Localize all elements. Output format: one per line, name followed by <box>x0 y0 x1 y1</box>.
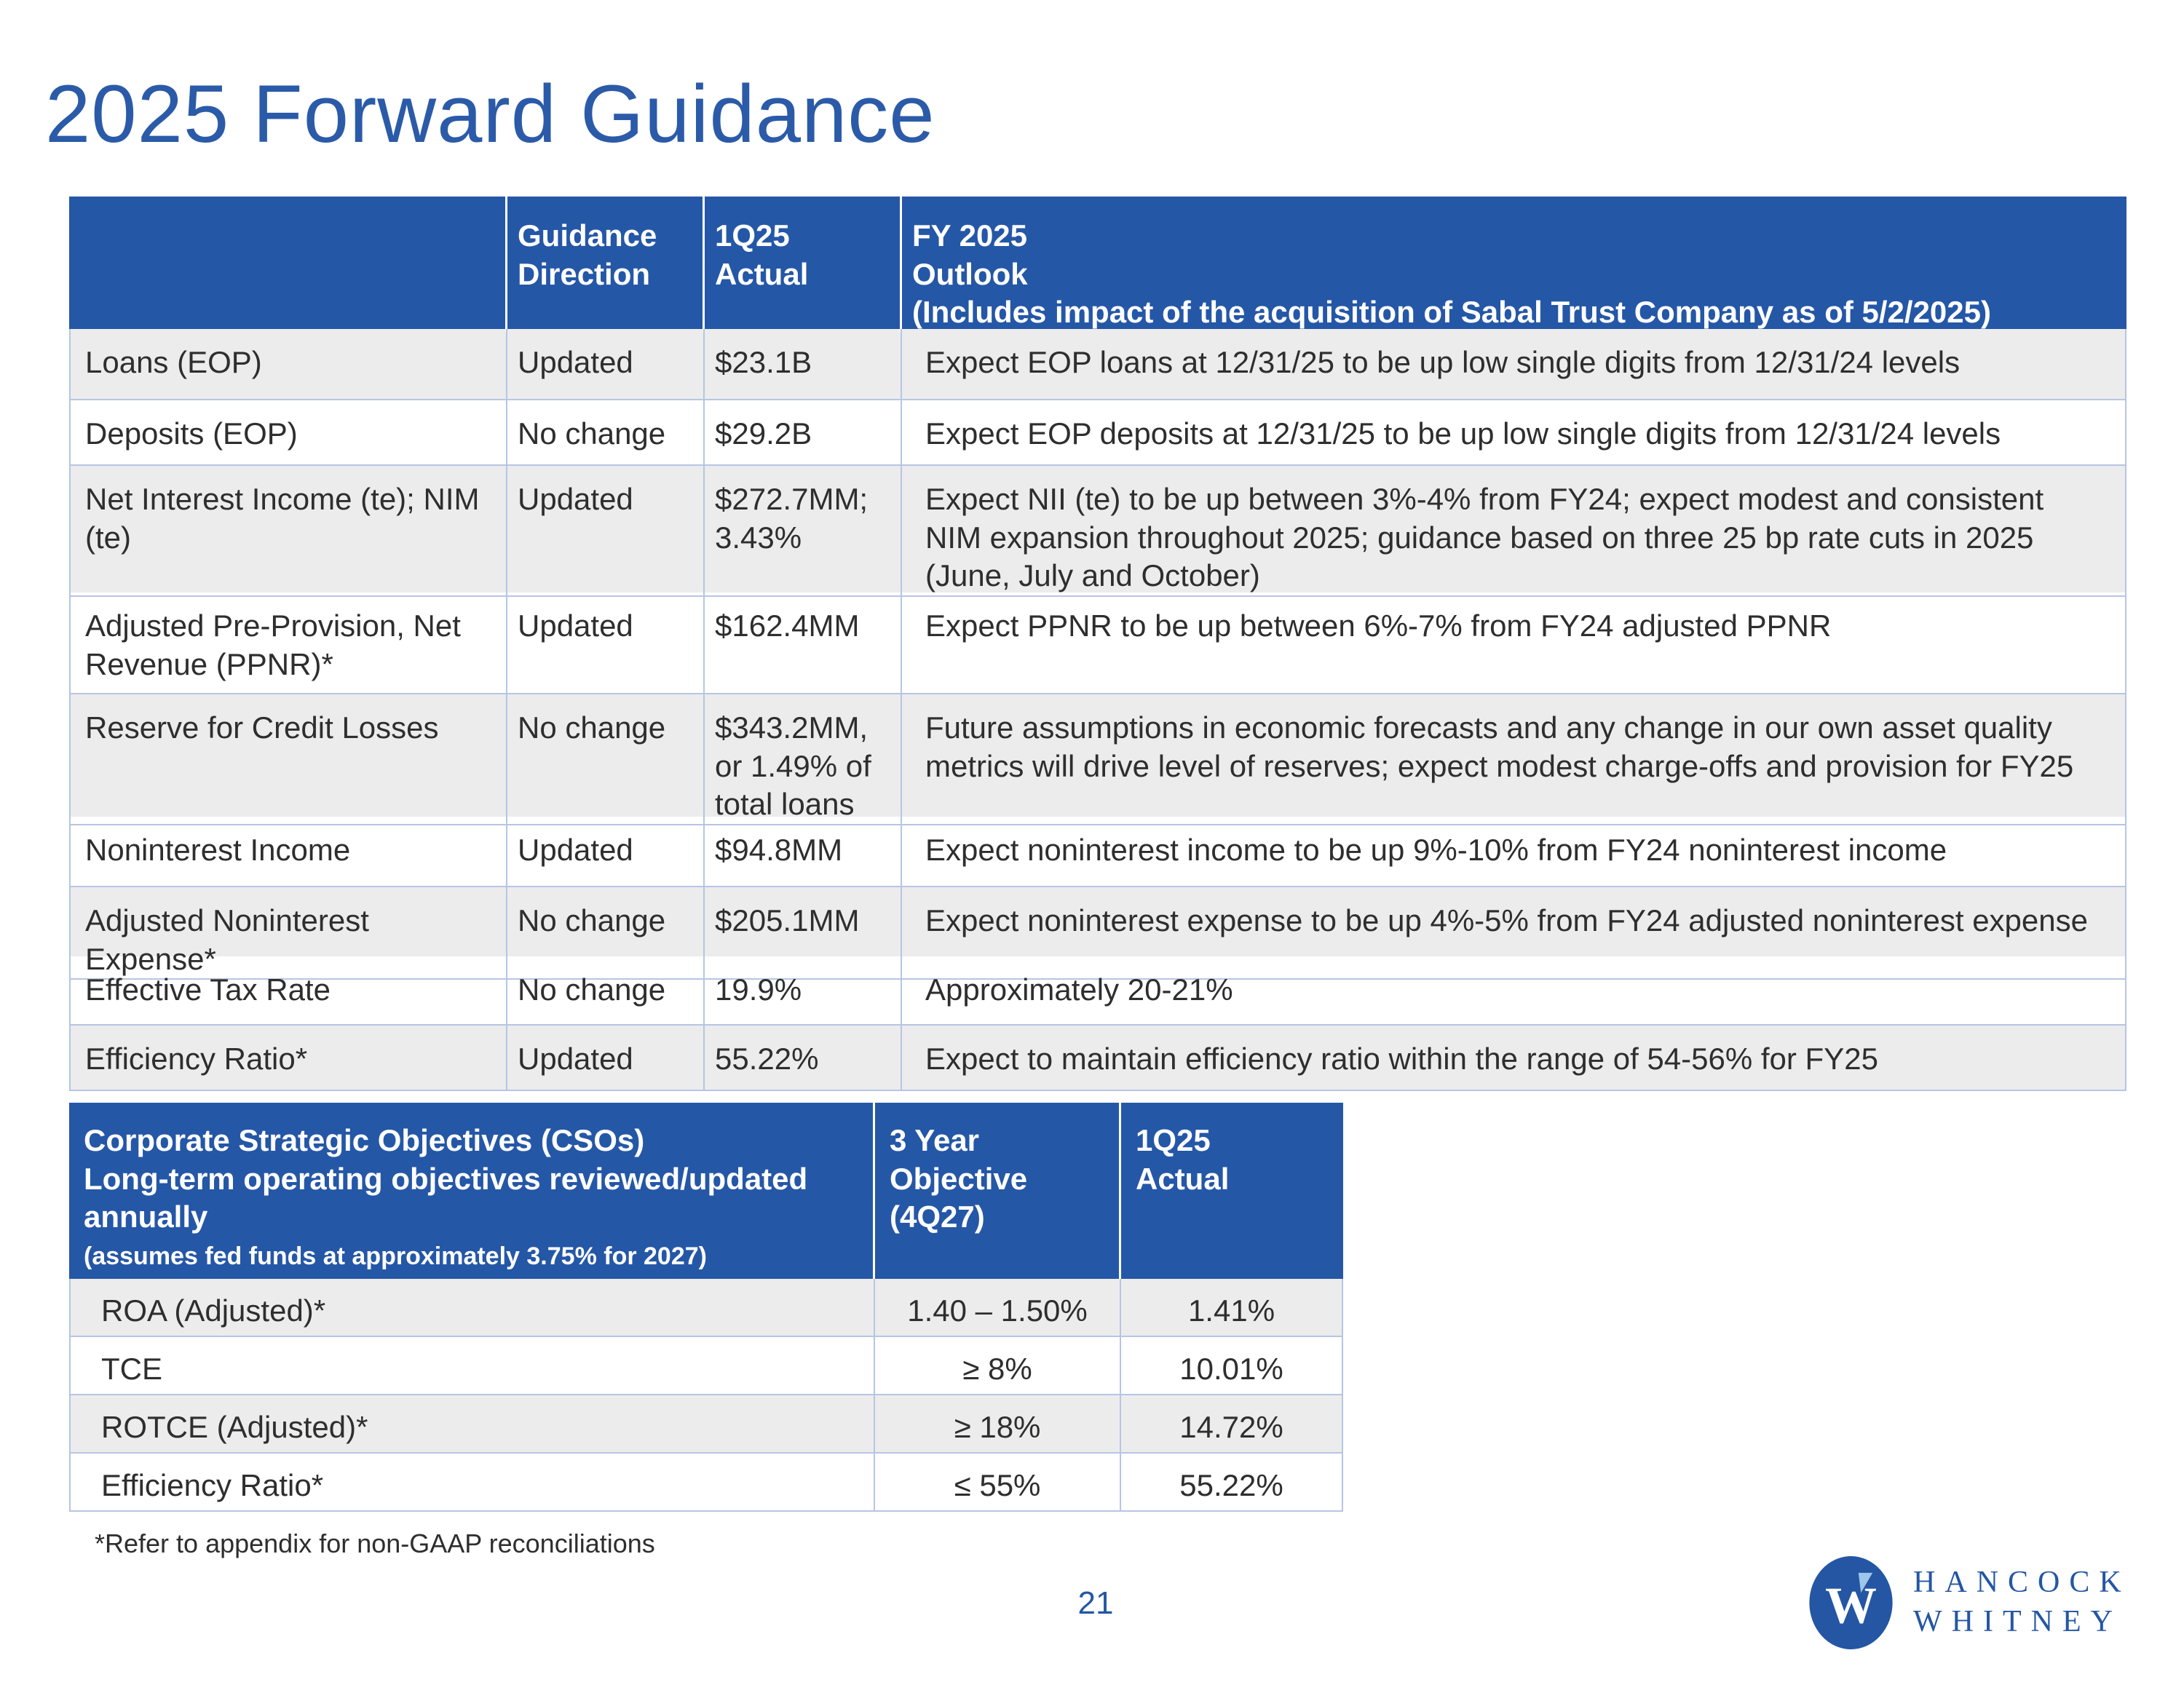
row-outlook: Expect noninterest income to be up 9%-10… <box>902 817 2126 887</box>
cso-header-actual: 1Q25 Actual <box>1121 1103 1343 1279</box>
footnote: *Refer to appendix for non-GAAP reconcil… <box>95 1529 655 1558</box>
table-row-ppnr: Adjusted Pre-Provision, Net Revenue (PPN… <box>69 592 2126 694</box>
cso-row-label: ROTCE (Adjusted)* <box>69 1395 875 1454</box>
cso-row-objective: ≥ 8% <box>875 1337 1121 1395</box>
table-row-net-interest-income: Net Interest Income (te); NIM (te) Updat… <box>69 466 2126 597</box>
row-label: Noninterest Income <box>69 817 507 887</box>
row-outlook: Expect EOP deposits at 12/31/25 to be up… <box>902 400 2126 466</box>
cso-table: Corporate Strategic Objectives (CSOs) Lo… <box>69 1103 1343 1512</box>
table-row-reserve-credit-losses: Reserve for Credit Losses No change $343… <box>69 694 2126 825</box>
header-fy2025-outlook-line1: FY 2025 <box>912 218 1028 253</box>
cso-row-tce: TCE ≥ 8% 10.01% <box>69 1337 1343 1395</box>
row-actual: $205.1MM <box>705 887 902 980</box>
guidance-table-header: Guidance Direction 1Q25 Actual FY 2025 O… <box>69 197 2126 332</box>
header-1q25-actual: 1Q25 Actual <box>705 197 902 332</box>
cso-row-efficiency-ratio: Efficiency Ratio* ≤ 55% 55.22% <box>69 1454 1343 1512</box>
table-row-effective-tax-rate: Effective Tax Rate No change 19.9% Appro… <box>69 956 2126 1026</box>
cso-row-rotce: ROTCE (Adjusted)* ≥ 18% 14.72% <box>69 1395 1343 1454</box>
cso-row-label: TCE <box>69 1337 875 1395</box>
row-actual: $94.8MM <box>705 817 902 887</box>
header-fy2025-outlook-line3: (Includes impact of the acquisition of S… <box>912 295 1991 329</box>
page-number: 21 <box>1077 1585 1114 1621</box>
row-direction: Updated <box>507 817 705 887</box>
cso-header-actual-line2: Actual <box>1136 1161 1230 1196</box>
cso-row-label: Efficiency Ratio* <box>69 1454 875 1512</box>
header-1q25-actual-line2: Actual <box>715 256 809 291</box>
row-outlook: Expect EOP loans at 12/31/25 to be up lo… <box>902 329 2126 400</box>
row-label: Deposits (EOP) <box>69 400 507 466</box>
row-direction: Updated <box>507 329 705 400</box>
cso-table-header: Corporate Strategic Objectives (CSOs) Lo… <box>69 1103 1343 1279</box>
row-direction: Updated <box>507 1026 705 1091</box>
row-outlook: Expect noninterest expense to be up 4%-5… <box>902 887 2126 980</box>
row-outlook: Expect PPNR to be up between 6%-7% from … <box>902 592 2126 694</box>
hancock-whitney-logo: W HANCOCK WHITNEY <box>1809 1556 2129 1651</box>
row-actual: $23.1B <box>705 329 902 400</box>
cso-row-objective: ≥ 18% <box>875 1395 1121 1454</box>
row-label: Net Interest Income (te); NIM (te) <box>69 466 507 597</box>
header-1q25-actual-line1: 1Q25 <box>715 218 790 253</box>
header-fy2025-outlook-line2: Outlook <box>912 256 1028 291</box>
header-metric-cell <box>69 197 507 332</box>
row-actual: 55.22% <box>705 1026 902 1091</box>
row-label: Reserve for Credit Losses <box>69 694 507 825</box>
cso-row-objective: ≤ 55% <box>875 1454 1121 1512</box>
row-direction: No change <box>507 694 705 825</box>
row-label: Effective Tax Rate <box>69 956 507 1026</box>
row-direction: Updated <box>507 592 705 694</box>
table-row-adjusted-noninterest-expense: Adjusted Noninterest Expense* No change … <box>69 887 2126 980</box>
guidance-table: Guidance Direction 1Q25 Actual FY 2025 O… <box>69 197 2126 1091</box>
logo-w-icon: W <box>1809 1556 1893 1649</box>
header-guidance-direction: Guidance Direction <box>507 197 705 332</box>
cso-row-objective: 1.40 – 1.50% <box>875 1279 1121 1337</box>
cso-header-title-line2: Long-term operating objectives reviewed/… <box>84 1161 808 1234</box>
cso-header-objective-line2: (4Q27) <box>890 1200 985 1234</box>
page-title: 2025 Forward Guidance <box>45 68 935 159</box>
header-guidance-direction-line2: Direction <box>518 256 651 291</box>
cso-header-actual-line1: 1Q25 <box>1136 1123 1211 1157</box>
logo-wordmark-line2: WHITNEY <box>1913 1604 2122 1638</box>
logo-wordmark-line1: HANCOCK <box>1913 1566 2131 1599</box>
cso-row-roa: ROA (Adjusted)* 1.40 – 1.50% 1.41% <box>69 1279 1343 1337</box>
cso-header-objective-line1: 3 Year Objective <box>890 1123 1028 1196</box>
row-actual: $343.2MM, or 1.49% of total loans <box>705 694 902 825</box>
table-row-deposits: Deposits (EOP) No change $29.2B Expect E… <box>69 400 2126 466</box>
row-actual: $29.2B <box>705 400 902 466</box>
row-outlook: Expect to maintain efficiency ratio with… <box>902 1026 2126 1091</box>
cso-row-actual: 10.01% <box>1121 1337 1343 1395</box>
row-direction: Updated <box>507 466 705 597</box>
cso-header-title-line1: Corporate Strategic Objectives (CSOs) <box>84 1123 645 1157</box>
row-label: Efficiency Ratio* <box>69 1026 507 1091</box>
table-row-noninterest-income: Noninterest Income Updated $94.8MM Expec… <box>69 817 2126 887</box>
cso-header-objective: 3 Year Objective (4Q27) <box>875 1103 1121 1279</box>
row-direction: No change <box>507 956 705 1026</box>
row-actual: 19.9% <box>705 956 902 1026</box>
cso-header-title-line3: (assumes fed funds at approximately 3.75… <box>84 1242 707 1270</box>
cso-row-label: ROA (Adjusted)* <box>69 1279 875 1337</box>
cso-header-title: Corporate Strategic Objectives (CSOs) Lo… <box>69 1103 875 1279</box>
table-row-efficiency-ratio: Efficiency Ratio* Updated 55.22% Expect … <box>69 1026 2126 1091</box>
header-guidance-direction-line1: Guidance <box>518 218 657 253</box>
row-label: Loans (EOP) <box>69 329 507 400</box>
cso-row-actual: 1.41% <box>1121 1279 1343 1337</box>
row-outlook: Expect NII (te) to be up between 3%-4% f… <box>902 466 2126 597</box>
row-label: Adjusted Pre-Provision, Net Revenue (PPN… <box>69 592 507 694</box>
logo-wordmark: HANCOCK WHITNEY <box>1913 1563 2131 1642</box>
row-actual: $162.4MM <box>705 592 902 694</box>
row-direction: No change <box>507 887 705 980</box>
cso-row-actual: 55.22% <box>1121 1454 1343 1512</box>
cso-row-actual: 14.72% <box>1121 1395 1343 1454</box>
svg-text:W: W <box>1825 1577 1877 1634</box>
row-label: Adjusted Noninterest Expense* <box>69 887 507 980</box>
row-outlook: Future assumptions in economic forecasts… <box>902 694 2126 825</box>
row-direction: No change <box>507 400 705 466</box>
table-row-loans: Loans (EOP) Updated $23.1B Expect EOP lo… <box>69 329 2126 400</box>
row-actual: $272.7MM; 3.43% <box>705 466 902 597</box>
row-outlook: Approximately 20-21% <box>902 956 2126 1026</box>
header-fy2025-outlook: FY 2025 Outlook (Includes impact of the … <box>902 197 2126 332</box>
